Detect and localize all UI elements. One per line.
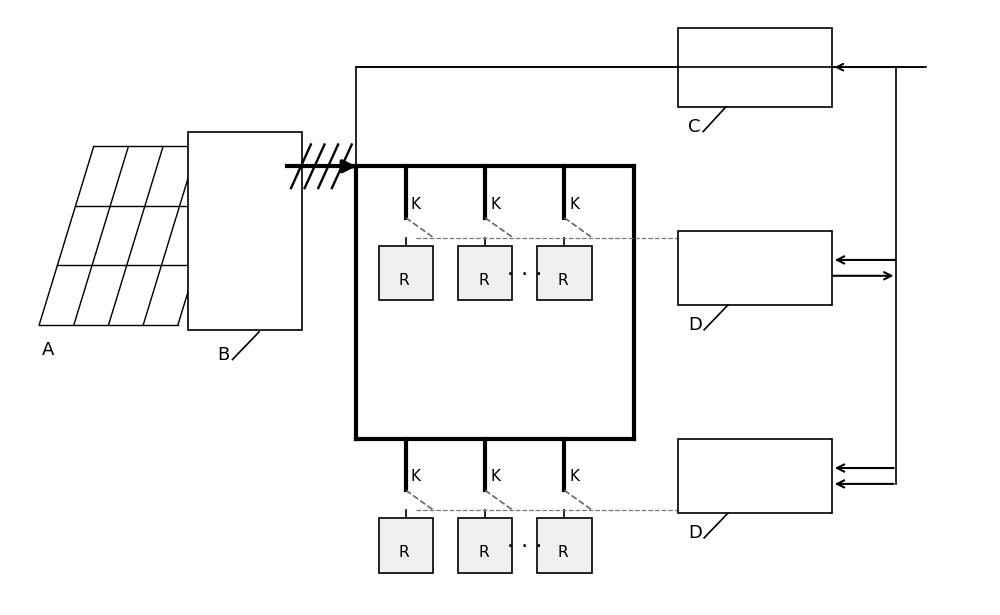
Text: R: R <box>478 272 489 288</box>
Text: D: D <box>688 524 702 542</box>
Bar <box>458 518 512 573</box>
Bar <box>458 245 512 300</box>
Bar <box>379 518 433 573</box>
Text: K: K <box>490 469 500 485</box>
Text: R: R <box>399 546 410 560</box>
Bar <box>678 439 832 513</box>
Bar <box>678 28 832 107</box>
Text: R: R <box>478 546 489 560</box>
Bar <box>537 518 592 573</box>
Text: R: R <box>557 546 568 560</box>
Text: C: C <box>688 117 701 135</box>
Text: K: K <box>411 469 421 485</box>
Text: A: A <box>42 341 55 359</box>
Text: K: K <box>569 197 579 212</box>
Text: · · ·: · · · <box>507 538 542 557</box>
Text: K: K <box>411 197 421 212</box>
Text: · · ·: · · · <box>507 264 542 285</box>
Bar <box>379 245 433 300</box>
Bar <box>537 245 592 300</box>
Text: K: K <box>569 469 579 485</box>
Text: R: R <box>399 272 410 288</box>
Text: K: K <box>490 197 500 212</box>
Bar <box>188 132 302 330</box>
Text: R: R <box>557 272 568 288</box>
Text: B: B <box>218 346 230 363</box>
Text: D: D <box>688 315 702 334</box>
Bar <box>678 231 832 305</box>
